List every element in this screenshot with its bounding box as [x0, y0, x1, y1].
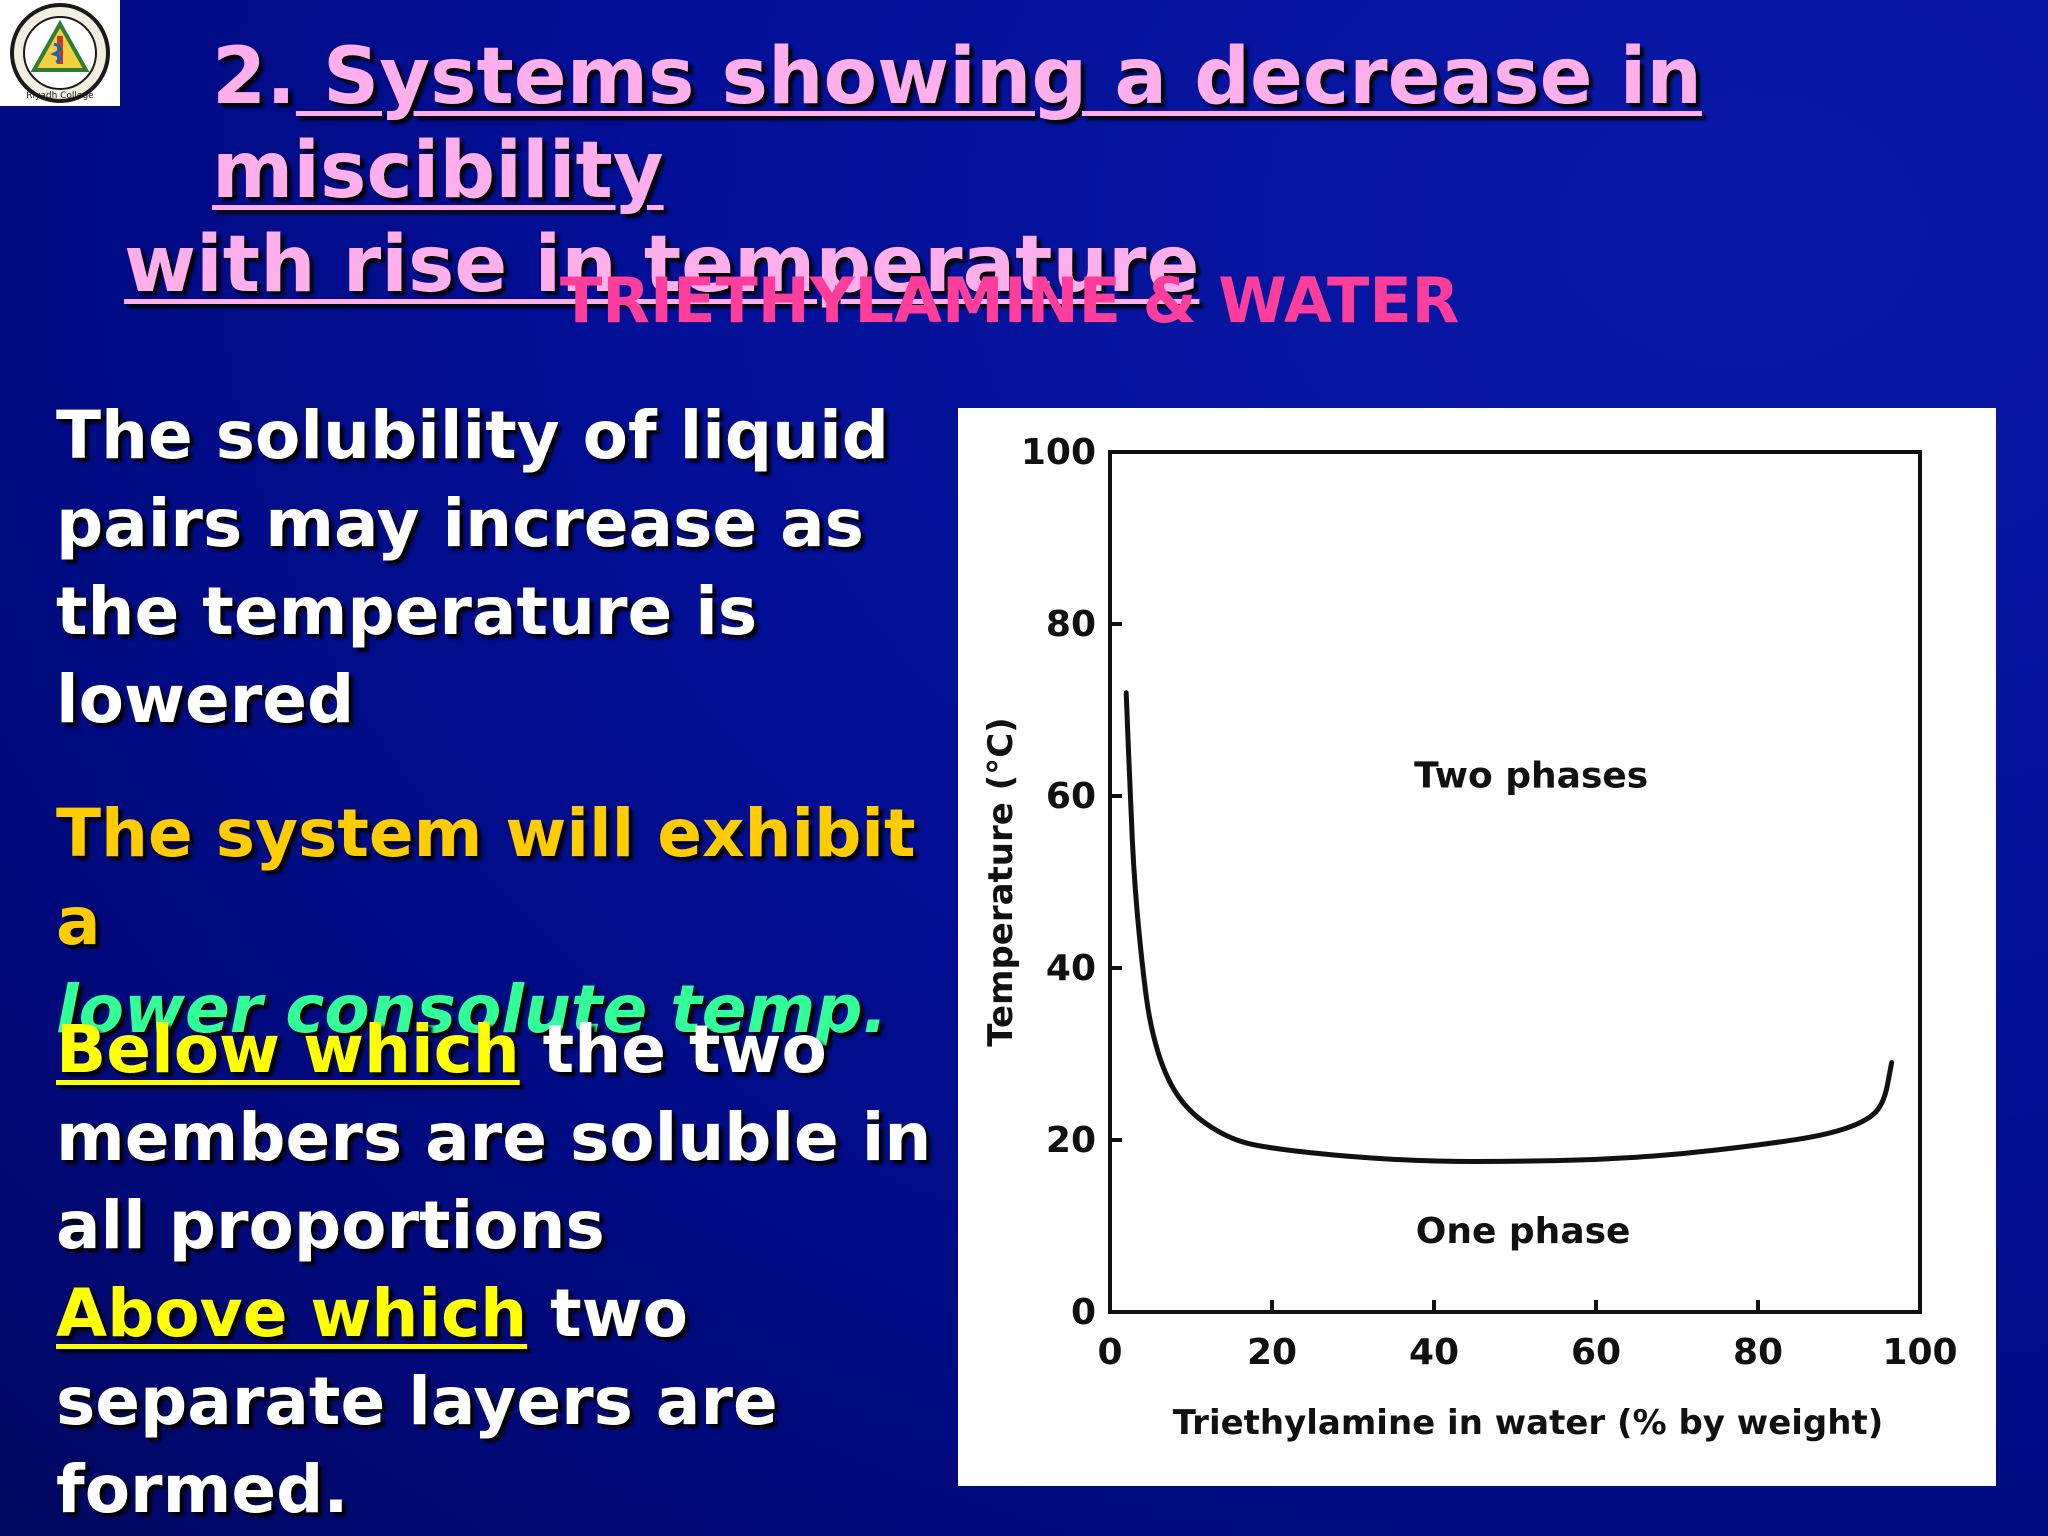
plot-frame [1108, 450, 1922, 1314]
logo-text: Riyadh College [26, 91, 94, 101]
x-tick-label: 100 [1882, 1332, 1957, 1373]
title-line-1: Systems showing a decrease in miscibilit… [212, 32, 1702, 216]
x-tick-label: 60 [1571, 1332, 1621, 1373]
phase-diagram: 0 20 40 60 80 100 0 20 40 60 80 100 Two phases One … [958, 408, 1996, 1486]
logo: Riyadh College [0, 0, 120, 106]
paragraph-solubility: The solubility of liquid pairs may incre… [56, 397, 890, 738]
paragraph-consolute: The system will exhibit a lower consolut… [56, 790, 956, 1054]
slide-subtitle: TRIETHYLAMINE & WATER [560, 264, 1460, 337]
below-which-text: the two members are soluble in all propo… [56, 1011, 932, 1264]
annotation-two-phases: Two phases [1414, 755, 1648, 796]
x-tick-label: 20 [1247, 1332, 1297, 1373]
miscibility-curve [1123, 690, 1895, 1164]
y-tick-label: 40 [1046, 948, 1096, 989]
y-axis-ticks: 0 20 40 60 80 100 [1021, 432, 1122, 1333]
title-line-2: with rise in temperature [124, 220, 1200, 310]
slide-title: 2. Systems showing a decrease in miscibi… [124, 30, 2004, 312]
below-which-label: Below which [56, 1011, 520, 1088]
above-which-label: Above which [56, 1275, 528, 1352]
y-tick-label: 20 [1046, 1120, 1096, 1161]
x-tick-label: 80 [1733, 1332, 1783, 1373]
paragraph-phases: Below which the two members are soluble … [56, 1006, 956, 1534]
consolute-intro: The system will exhibit a [56, 795, 916, 960]
above-which-text: two separate layers are formed. [56, 1275, 778, 1528]
y-tick-label: 60 [1046, 776, 1096, 817]
college-seal-icon: Riyadh College [10, 3, 110, 103]
chart-annotations: Two phases One phase [1414, 755, 1648, 1252]
x-tick-label: 40 [1409, 1332, 1459, 1373]
consolute-term: lower consolute temp. [56, 971, 888, 1048]
x-axis-label: Triethylamine in water (% by weight) [1173, 1403, 1884, 1443]
y-axis-label: Temperature (°C) [981, 717, 1021, 1046]
y-tick-label: 0 [1071, 1292, 1096, 1333]
title-number: 2. [212, 32, 296, 122]
annotation-one-phase: One phase [1416, 1211, 1631, 1252]
y-tick-label: 100 [1021, 432, 1096, 473]
x-axis-ticks: 0 20 40 60 80 100 [1097, 1300, 1958, 1373]
phase-diagram-svg: 0 20 40 60 80 100 0 20 40 60 80 100 Two phases One … [981, 432, 1958, 1443]
x-tick-label: 0 [1097, 1332, 1122, 1373]
y-tick-label: 80 [1046, 604, 1096, 645]
